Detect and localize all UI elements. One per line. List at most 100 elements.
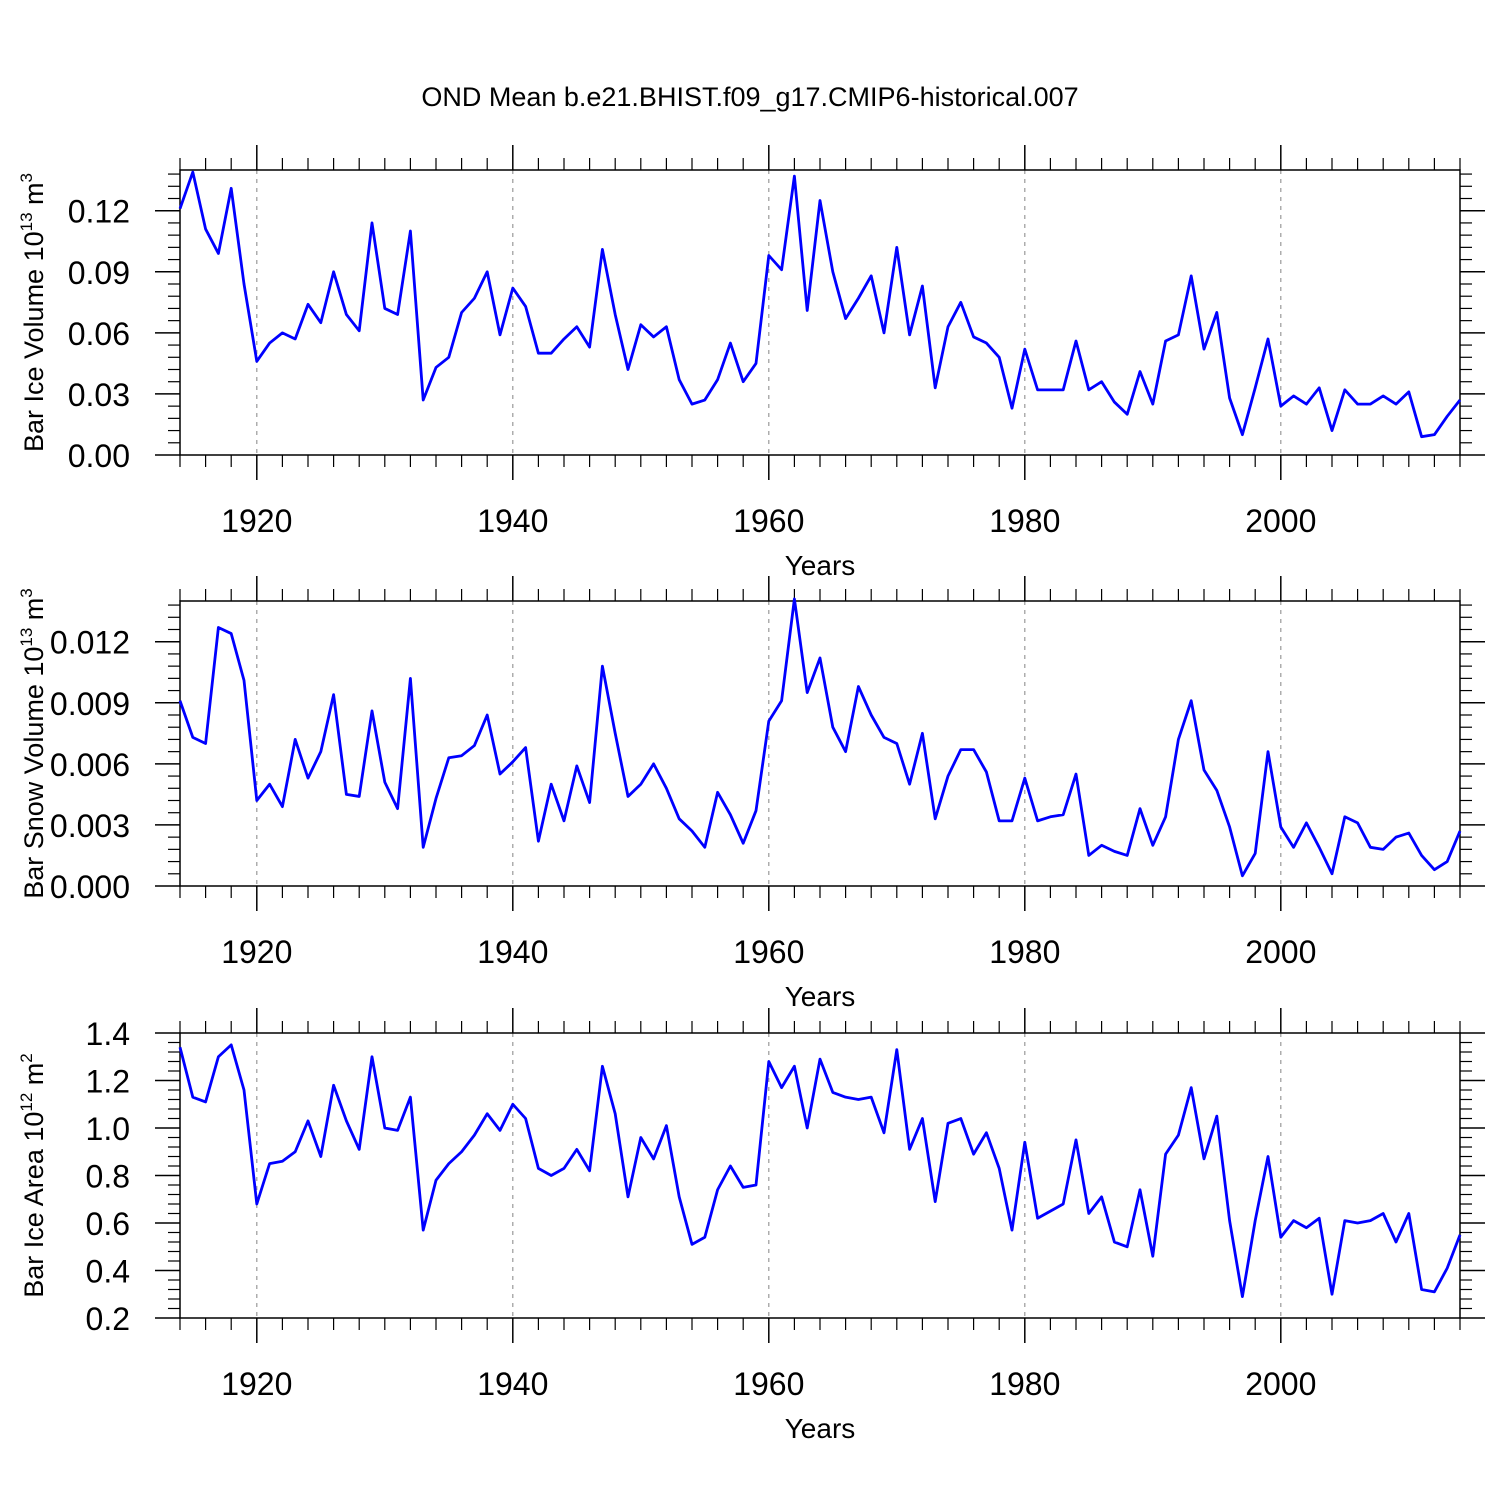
ice-volume-point-1993 bbox=[1189, 273, 1194, 278]
snow-volume-point-1945 bbox=[574, 763, 579, 768]
snow-volume-point-2009 bbox=[1394, 835, 1399, 840]
ice-area-y-axis-title-unit-exp: 2 bbox=[17, 1053, 36, 1062]
ice-area-series-line bbox=[178, 1043, 1462, 1299]
snow-volume-point-1917 bbox=[216, 625, 221, 630]
ice-volume-point-1941 bbox=[523, 304, 528, 309]
snow-volume-point-1964 bbox=[818, 656, 823, 661]
ice-volume-point-2003 bbox=[1317, 385, 1322, 390]
snow-volume-point-1940 bbox=[510, 759, 515, 764]
snow-volume-point-1998 bbox=[1253, 851, 1258, 856]
snow-volume-point-1935 bbox=[446, 755, 451, 760]
snow-volume-point-2014 bbox=[1458, 829, 1463, 834]
figure-title: OND Mean b.e21.BHIST.f09_g17.CMIP6-histo… bbox=[421, 82, 1078, 112]
ice-volume-point-1991 bbox=[1163, 339, 1168, 344]
ice-area-point-1918 bbox=[229, 1042, 234, 1047]
ice-area-point-1934 bbox=[434, 1178, 439, 1183]
ice-volume-point-1990 bbox=[1150, 402, 1155, 407]
ice-volume-point-1964 bbox=[818, 198, 823, 203]
ice-volume-point-1974 bbox=[946, 324, 951, 329]
ice-area-point-1955 bbox=[702, 1235, 707, 1240]
ice-volume-point-1915 bbox=[190, 170, 195, 175]
snow-volume-point-1993 bbox=[1189, 698, 1194, 703]
ice-volume-point-1966 bbox=[843, 316, 848, 321]
snow-volume-point-1914 bbox=[178, 698, 183, 703]
snow-volume-point-1972 bbox=[920, 731, 925, 736]
snow-volume-y-axis-title: Bar Snow Volume 1013 m3 bbox=[17, 588, 49, 899]
ice-area-x-tick-label-1960: 1960 bbox=[733, 1366, 804, 1402]
ice-volume-point-1958 bbox=[741, 379, 746, 384]
snow-volume-y-tick-label-0.000: 0.000 bbox=[50, 869, 130, 905]
snow-volume-point-1953 bbox=[677, 816, 682, 821]
snow-volume-point-1937 bbox=[472, 743, 477, 748]
ice-area-point-1944 bbox=[562, 1166, 567, 1171]
snow-volume-point-1942 bbox=[536, 839, 541, 844]
snow-volume-point-1930 bbox=[382, 780, 387, 785]
snow-volume-y-axis-title-unit-exp: 3 bbox=[17, 588, 36, 597]
ice-volume-point-1960 bbox=[766, 253, 771, 258]
ice-volume-point-2000 bbox=[1278, 404, 1283, 409]
ice-area-point-1971 bbox=[907, 1147, 912, 1152]
ice-volume-point-1956 bbox=[715, 377, 720, 382]
ice-area-x-tick-label-1940: 1940 bbox=[477, 1366, 548, 1402]
snow-volume-point-2011 bbox=[1419, 853, 1424, 858]
ice-volume-x-tick-label-1960: 1960 bbox=[733, 503, 804, 539]
snow-volume-point-2010 bbox=[1406, 831, 1411, 836]
snow-volume-point-1990 bbox=[1150, 843, 1155, 848]
ice-area-point-1925 bbox=[318, 1154, 323, 1159]
ice-volume-point-1940 bbox=[510, 286, 515, 291]
ice-volume-point-1944 bbox=[562, 336, 567, 341]
ice-area-point-1992 bbox=[1176, 1133, 1181, 1138]
ice-area-point-1956 bbox=[715, 1187, 720, 1192]
ice-volume-point-1930 bbox=[382, 306, 387, 311]
ice-area-point-2007 bbox=[1368, 1218, 1373, 1223]
ice-volume-point-1952 bbox=[664, 324, 669, 329]
ice-volume-point-1942 bbox=[536, 351, 541, 356]
panel-ice-volume: 1920 1940 1960 1980 2000 0.00 0.03 0.06 0.09 0.12… bbox=[17, 145, 1485, 581]
ice-volume-point-1981 bbox=[1035, 387, 1040, 392]
snow-volume-point-1939 bbox=[498, 772, 503, 777]
ice-volume-point-1951 bbox=[651, 334, 656, 339]
ice-volume-point-1976 bbox=[971, 334, 976, 339]
snow-volume-point-1971 bbox=[907, 782, 912, 787]
snow-volume-point-1979 bbox=[1010, 818, 1015, 823]
ice-volume-point-1969 bbox=[882, 330, 887, 335]
ice-area-point-1994 bbox=[1202, 1156, 1207, 1161]
ice-volume-point-2011 bbox=[1419, 434, 1424, 439]
snow-volume-point-1980 bbox=[1022, 776, 1027, 781]
snow-volume-point-1994 bbox=[1202, 767, 1207, 772]
snow-volume-point-1981 bbox=[1035, 818, 1040, 823]
ice-area-point-1924 bbox=[306, 1118, 311, 1123]
ice-volume-point-1973 bbox=[933, 385, 938, 390]
ice-area-y-tick-label-0.2: 0.2 bbox=[86, 1301, 130, 1337]
ice-volume-point-2009 bbox=[1394, 402, 1399, 407]
snow-volume-point-1991 bbox=[1163, 814, 1168, 819]
ice-area-point-1922 bbox=[280, 1159, 285, 1164]
ice-area-point-1982 bbox=[1048, 1209, 1053, 1214]
snow-volume-point-1934 bbox=[434, 796, 439, 801]
ice-area-point-2003 bbox=[1317, 1216, 1322, 1221]
ice-area-point-1970 bbox=[894, 1047, 899, 1052]
ice-area-point-1936 bbox=[459, 1149, 464, 1154]
snow-volume-x-tick-label-1940: 1940 bbox=[477, 934, 548, 970]
ice-area-point-1950 bbox=[638, 1135, 643, 1140]
ice-volume-point-2006 bbox=[1355, 402, 1360, 407]
ice-volume-point-1961 bbox=[779, 267, 784, 272]
ice-volume-point-1923 bbox=[293, 336, 298, 341]
ice-volume-point-1978 bbox=[997, 355, 1002, 360]
ice-area-point-2012 bbox=[1432, 1289, 1437, 1294]
ice-volume-point-1935 bbox=[446, 355, 451, 360]
ice-volume-point-1932 bbox=[408, 229, 413, 234]
snow-volume-point-2008 bbox=[1381, 847, 1386, 852]
panel-snow-volume: 1920 1940 1960 1980 2000 0.000 0.003 0.006 0.009… bbox=[17, 576, 1485, 1012]
ice-volume-point-1968 bbox=[869, 273, 874, 278]
snow-volume-point-1951 bbox=[651, 761, 656, 766]
snow-volume-point-1963 bbox=[805, 690, 810, 695]
ice-area-point-1948 bbox=[613, 1111, 618, 1116]
ice-area-point-1953 bbox=[677, 1194, 682, 1199]
ice-area-point-1996 bbox=[1227, 1218, 1232, 1223]
ice-volume-point-1934 bbox=[434, 365, 439, 370]
ice-volume-point-1992 bbox=[1176, 332, 1181, 337]
ice-area-point-2001 bbox=[1291, 1218, 1296, 1223]
snow-volume-point-1918 bbox=[229, 631, 234, 636]
snow-volume-point-1977 bbox=[984, 770, 989, 775]
